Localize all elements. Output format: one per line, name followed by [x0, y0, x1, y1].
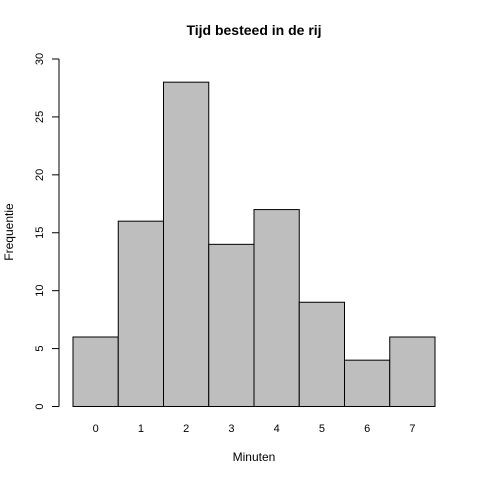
- y-tick-label-0: 0: [34, 403, 46, 409]
- x-tick-label-5: 5: [319, 423, 325, 435]
- y-axis: 0 5 10 15 20 25 30: [34, 53, 60, 410]
- x-tick-label-7: 7: [409, 423, 415, 435]
- bar-2: [163, 81, 210, 408]
- x-tick-label-3: 3: [228, 423, 234, 435]
- bar-7: [389, 336, 436, 407]
- x-axis-label: Minuten: [233, 450, 276, 464]
- bar-6: [344, 359, 391, 407]
- y-axis-label: Frequentie: [2, 203, 16, 261]
- bar-4: [253, 209, 300, 407]
- bars-group: [72, 81, 436, 408]
- y-tick-label-25: 25: [34, 111, 46, 123]
- x-tick-label-1: 1: [138, 423, 144, 435]
- x-tick-label-2: 2: [183, 423, 189, 435]
- bar-5: [298, 301, 345, 407]
- y-tick-label-30: 30: [34, 53, 46, 65]
- x-tick-label-4: 4: [274, 423, 280, 435]
- y-tick-label-5: 5: [34, 346, 46, 352]
- chart-title: Tijd besteed in de rij: [186, 22, 321, 38]
- y-tick-label-20: 20: [34, 169, 46, 181]
- x-tick-label-6: 6: [364, 423, 370, 435]
- y-tick-label-10: 10: [34, 285, 46, 297]
- bar-0: [72, 336, 119, 407]
- x-axis-tick-labels: 0 1 2 3 4 5 6 7: [93, 423, 416, 435]
- x-tick-label-0: 0: [93, 423, 99, 435]
- y-tick-label-15: 15: [34, 227, 46, 239]
- bar-1: [117, 220, 164, 407]
- bar-3: [208, 243, 255, 407]
